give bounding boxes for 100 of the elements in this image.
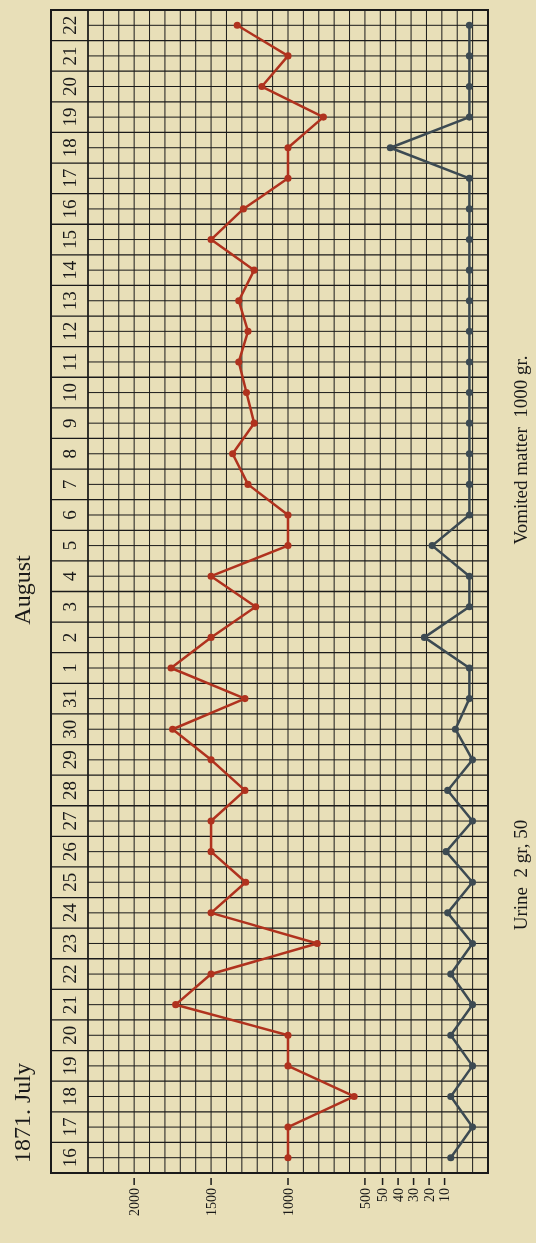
y-tick-label: 18 [59, 138, 81, 158]
point [284, 1062, 292, 1070]
point [468, 1001, 477, 1009]
y-tick-label: 10 [59, 383, 81, 403]
point [235, 297, 243, 305]
y-tick-label: 19 [59, 107, 81, 127]
y-tick-label: 14 [59, 260, 81, 280]
y-tick-label: 21 [59, 46, 81, 66]
y-tick-label: 8 [59, 449, 81, 459]
point [244, 480, 252, 488]
point [207, 848, 215, 856]
point [465, 235, 473, 244]
point [284, 174, 292, 182]
y-tick-label: 13 [59, 291, 81, 311]
y-tick-label: 17 [59, 1117, 81, 1137]
y-tick-label: 21 [59, 995, 81, 1015]
y-tick-label: 12 [59, 321, 81, 341]
point [207, 909, 215, 917]
point [172, 1001, 180, 1009]
point [284, 511, 292, 519]
point [242, 389, 251, 397]
point [447, 1031, 455, 1039]
point [242, 878, 250, 886]
point [284, 144, 292, 152]
y-tick-label: 16 [59, 199, 81, 219]
point [284, 542, 292, 550]
y-tick-label: 20 [59, 1025, 81, 1045]
y-tick-label: 16 [59, 1148, 81, 1168]
y-tick-label: 23 [59, 933, 81, 953]
point [447, 970, 455, 978]
x2-tick-label: 40 [390, 1188, 406, 1202]
text: August [9, 555, 35, 625]
point [207, 235, 215, 244]
point [239, 205, 247, 213]
y-tick-label: 22 [59, 964, 81, 984]
point [350, 1092, 358, 1101]
point [250, 266, 258, 274]
point [284, 52, 292, 60]
point [465, 82, 473, 91]
y-tick-label: 24 [59, 902, 81, 923]
point [465, 511, 473, 519]
x2-tick-label: 20 [421, 1188, 437, 1202]
point [451, 725, 460, 733]
x-tick-label: 1000 [280, 1188, 296, 1216]
point [465, 450, 473, 458]
point [167, 664, 175, 672]
y-tick-label: 20 [59, 77, 81, 97]
point [250, 419, 258, 427]
y-tick-label: 19 [59, 1056, 81, 1076]
point [241, 695, 249, 703]
y-tick-label: 1 [59, 663, 81, 673]
point [465, 174, 473, 182]
x2-tick-label: 30 [406, 1188, 422, 1202]
point [465, 419, 473, 427]
point [444, 786, 452, 794]
point [235, 358, 243, 366]
point [465, 572, 473, 580]
point [244, 327, 252, 335]
x2-tick-label: 50 [375, 1188, 391, 1202]
point [207, 817, 215, 825]
point [386, 144, 394, 152]
y-tick-label: 25 [59, 872, 81, 892]
point [313, 939, 321, 948]
point [468, 756, 477, 764]
point [468, 1123, 477, 1131]
y-tick-label: 18 [59, 1086, 81, 1106]
text: Vomited matter 1000 gr. [510, 355, 531, 545]
y-tick-label: 29 [59, 750, 81, 770]
point [465, 358, 473, 366]
x2-tick-label: 10 [437, 1188, 453, 1202]
point [284, 1031, 292, 1039]
y-tick-label: 17 [59, 168, 81, 188]
y-tick-label: 31 [59, 689, 81, 709]
y-tick-label: 15 [59, 230, 81, 250]
point [207, 756, 215, 764]
point [465, 266, 473, 274]
point [207, 572, 215, 580]
point [284, 1123, 292, 1131]
point [465, 21, 473, 29]
point [241, 786, 249, 794]
point [233, 21, 241, 29]
point [447, 1154, 455, 1162]
point [468, 878, 477, 886]
point [207, 633, 215, 641]
y-tick-label: 2 [59, 632, 81, 643]
point [465, 327, 473, 335]
point [465, 603, 473, 611]
point [468, 939, 477, 948]
point [252, 603, 260, 611]
point [447, 1092, 455, 1101]
point [420, 633, 428, 641]
y-tick-label: 3 [59, 602, 81, 612]
point [258, 82, 266, 91]
point [465, 52, 473, 60]
y-tick-label: 11 [59, 352, 81, 372]
point [465, 205, 473, 213]
x-tick-label: 2000 [127, 1188, 143, 1216]
text: Urine 2 gr, 50 [510, 819, 531, 931]
y-tick-label: 4 [59, 570, 81, 581]
y-tick-label: 9 [59, 418, 81, 428]
